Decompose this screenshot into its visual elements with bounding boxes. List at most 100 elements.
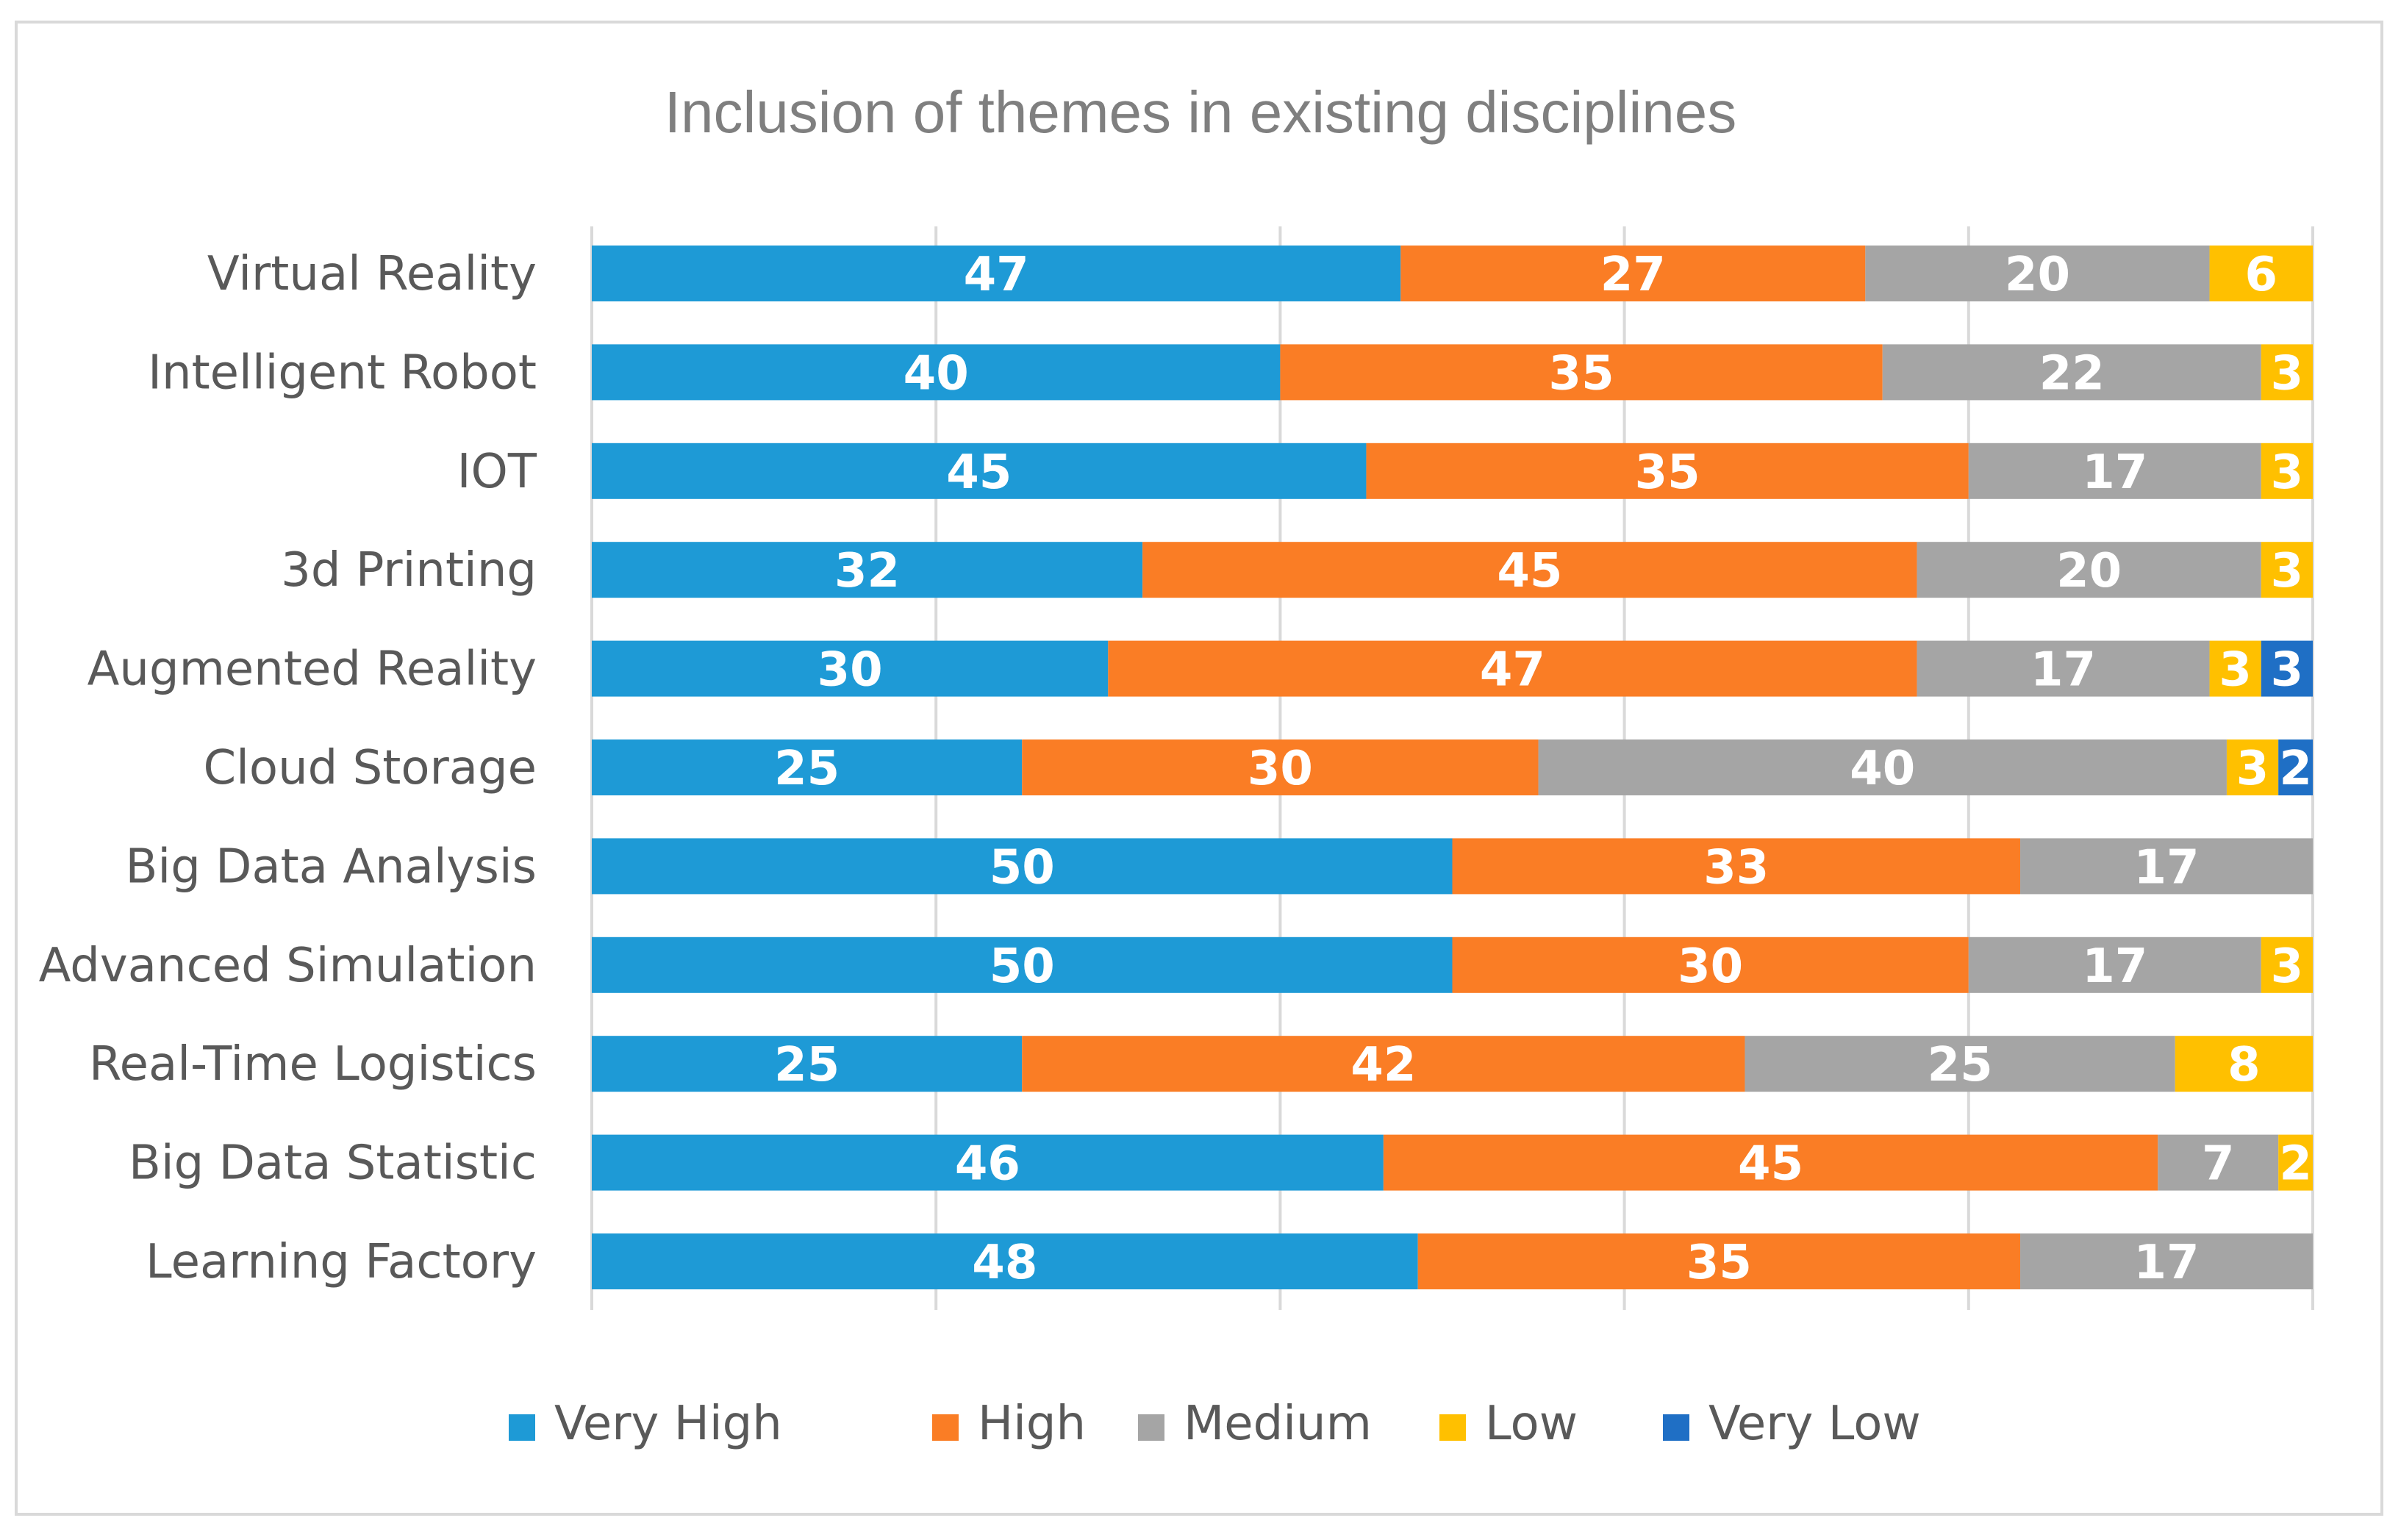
bar-segment [1022, 739, 1539, 795]
bar-segment [592, 443, 1367, 499]
bar-segment [592, 936, 1453, 993]
data-label: 17 [2082, 939, 2147, 994]
category-label: Intelligent Robot [148, 345, 537, 400]
data-label: 17 [2030, 643, 2096, 698]
data-label: 3 [2271, 939, 2304, 994]
data-label: 17 [2133, 1236, 2199, 1290]
legend-swatch [932, 1414, 959, 1441]
legend-swatch [1663, 1414, 1689, 1441]
bar-segment [2158, 1134, 2279, 1191]
data-label: 35 [1635, 445, 1700, 500]
data-label: 22 [2039, 346, 2105, 401]
bar-segment [1400, 246, 1866, 301]
bars: 47 27 20 640 35 22 345 35 17 332 45 20 330 47 17 3 325 30… [592, 246, 2313, 1290]
category-label: Advanced Simulation [39, 939, 537, 993]
data-label: 7 [2202, 1137, 2235, 1192]
legend-swatch [509, 1414, 535, 1441]
bar-segment [2020, 838, 2313, 895]
category-label: IOT [457, 445, 537, 499]
bar-segment [1538, 739, 2227, 795]
legend-label: Very High [554, 1397, 782, 1451]
data-label: 3 [2271, 346, 2304, 401]
data-label: 42 [1350, 1038, 1416, 1092]
bar-segment [1366, 443, 1969, 499]
data-label: 3 [2236, 742, 2269, 796]
data-label: 45 [1738, 1137, 1803, 1192]
legend-label: Low [1485, 1397, 1578, 1451]
bar-segment [2020, 1233, 2313, 1289]
bar-segment [592, 1233, 1418, 1289]
bar-segment [1745, 1036, 2175, 1092]
bar-segment [2261, 344, 2313, 401]
data-label: 30 [1248, 742, 1313, 796]
data-label: 20 [2005, 248, 2070, 302]
bar-segment [2261, 936, 2313, 993]
data-label: 33 [1703, 840, 1769, 895]
bar-segment [1917, 640, 2210, 697]
bar-segment [1383, 1134, 2158, 1191]
bar-segment [1417, 1233, 2021, 1289]
category-label: Virtual Reality [207, 247, 537, 301]
bar-segment [1280, 344, 1883, 401]
bar-segment [592, 246, 1401, 301]
data-label: 25 [1928, 1038, 1993, 1092]
data-label: 3 [2271, 643, 2304, 698]
bar-segment [592, 640, 1109, 697]
data-label: 45 [1497, 544, 1562, 598]
category-labels: Virtual Reality Intelligent Robot IOT 3d Pr… [39, 247, 537, 1289]
data-label: 27 [1600, 248, 1666, 302]
data-label: 25 [774, 1038, 840, 1092]
chart-title: Inclusion of themes in existing discipli… [665, 79, 1737, 145]
legend-swatch [1439, 1414, 1466, 1441]
data-label: 50 [990, 939, 1055, 994]
category-label: Real-Time Logistics [89, 1037, 537, 1092]
bar-segment [1968, 936, 2261, 993]
bar-segment [592, 838, 1453, 895]
data-label: 45 [946, 445, 1012, 500]
data-label: 35 [1686, 1236, 1752, 1290]
bar-segment [1968, 443, 2261, 499]
category-label: Learning Factory [146, 1235, 537, 1289]
bar-segment [592, 542, 1143, 598]
data-label: 17 [2082, 445, 2147, 500]
bar-segment [2261, 640, 2313, 697]
bar-segment [1452, 838, 2021, 895]
data-label: 2 [2279, 742, 2312, 796]
data-label: 47 [1480, 643, 1545, 698]
data-label: 8 [2228, 1038, 2261, 1092]
bar-segment [1917, 542, 2261, 598]
data-label: 17 [2133, 840, 2199, 895]
category-label: Augmented Reality [87, 642, 537, 697]
bar-segment [1142, 542, 1917, 598]
legend-label: Very Low [1708, 1397, 1921, 1451]
data-label: 35 [1549, 346, 1614, 401]
data-label: 30 [817, 643, 883, 698]
bar-segment [2226, 739, 2279, 795]
data-label: 32 [834, 544, 900, 598]
data-label: 20 [2056, 544, 2122, 598]
data-label: 40 [1850, 742, 1915, 796]
bar-segment [2209, 640, 2261, 697]
data-label: 3 [2271, 544, 2304, 598]
data-label: 47 [964, 248, 1029, 302]
data-label: 40 [903, 346, 969, 401]
data-label: 6 [2245, 248, 2278, 302]
data-label: 3 [2219, 643, 2252, 698]
bar-segment [1865, 246, 2210, 301]
data-label: 50 [990, 840, 1055, 895]
legend-swatch [1138, 1414, 1164, 1441]
legend-label: High [978, 1397, 1086, 1451]
bar-segment [2209, 246, 2313, 301]
data-label: 46 [955, 1137, 1020, 1192]
data-label: 25 [774, 742, 840, 796]
bar-segment [1022, 1036, 1745, 1092]
legend: Very High High Medium Low Very Low [509, 1397, 1921, 1451]
data-label: 3 [2271, 445, 2304, 500]
bar-segment [1108, 640, 1917, 697]
bar-segment [592, 739, 1023, 795]
bar-segment [592, 1036, 1023, 1092]
legend-label: Medium [1184, 1397, 1372, 1451]
data-label: 48 [972, 1236, 1037, 1290]
data-label: 2 [2279, 1137, 2312, 1192]
